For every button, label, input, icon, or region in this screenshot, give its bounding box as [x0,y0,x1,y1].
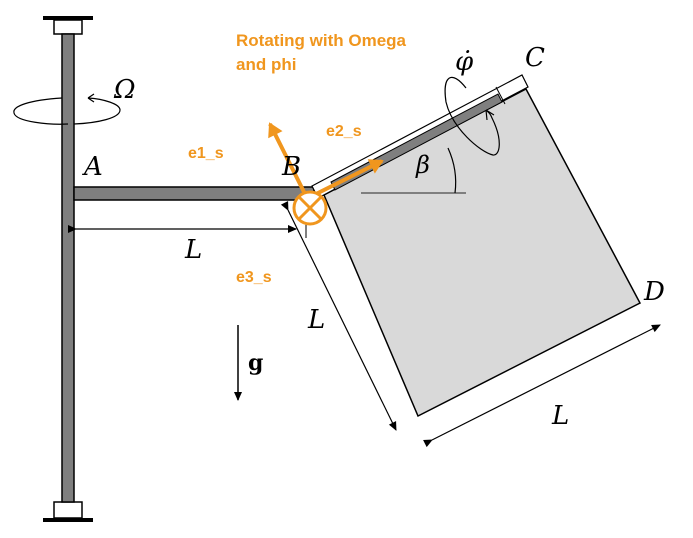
body-frame [268,122,384,226]
bottom-bearing [43,501,93,522]
annotation-line1: Rotating with Omega [236,31,407,50]
label-B: B [281,152,301,182]
label-L-bottom: L [551,401,569,431]
dimension-L-bottom [423,324,661,448]
e3-label: e3_s [236,269,272,286]
e2-label: e2_s [326,123,362,140]
dimension-L-diagonal [280,201,397,431]
label-L-diagonal: L [307,305,325,335]
top-bearing [43,16,93,35]
label-phi-dot: φ̇ [455,47,474,77]
omega-rotation-arrow [13,93,121,125]
label-L-horizontal: L [184,235,202,265]
horizontal-arm [73,186,315,201]
label-D: D [643,277,665,307]
phi-rotation-arrow [444,76,500,156]
label-omega: Ω [113,75,136,105]
e1-label: e1_s [188,145,224,162]
square-plate [323,87,642,418]
label-C: C [525,43,545,73]
beta-arc [447,147,457,194]
annotation-line2: and phi [236,55,296,74]
e1-vector [268,122,308,197]
e2-vector [315,159,384,196]
label-A: A [82,152,103,182]
label-beta: β [415,151,430,179]
vertical-shaft [61,33,75,503]
label-g: g [248,350,263,376]
